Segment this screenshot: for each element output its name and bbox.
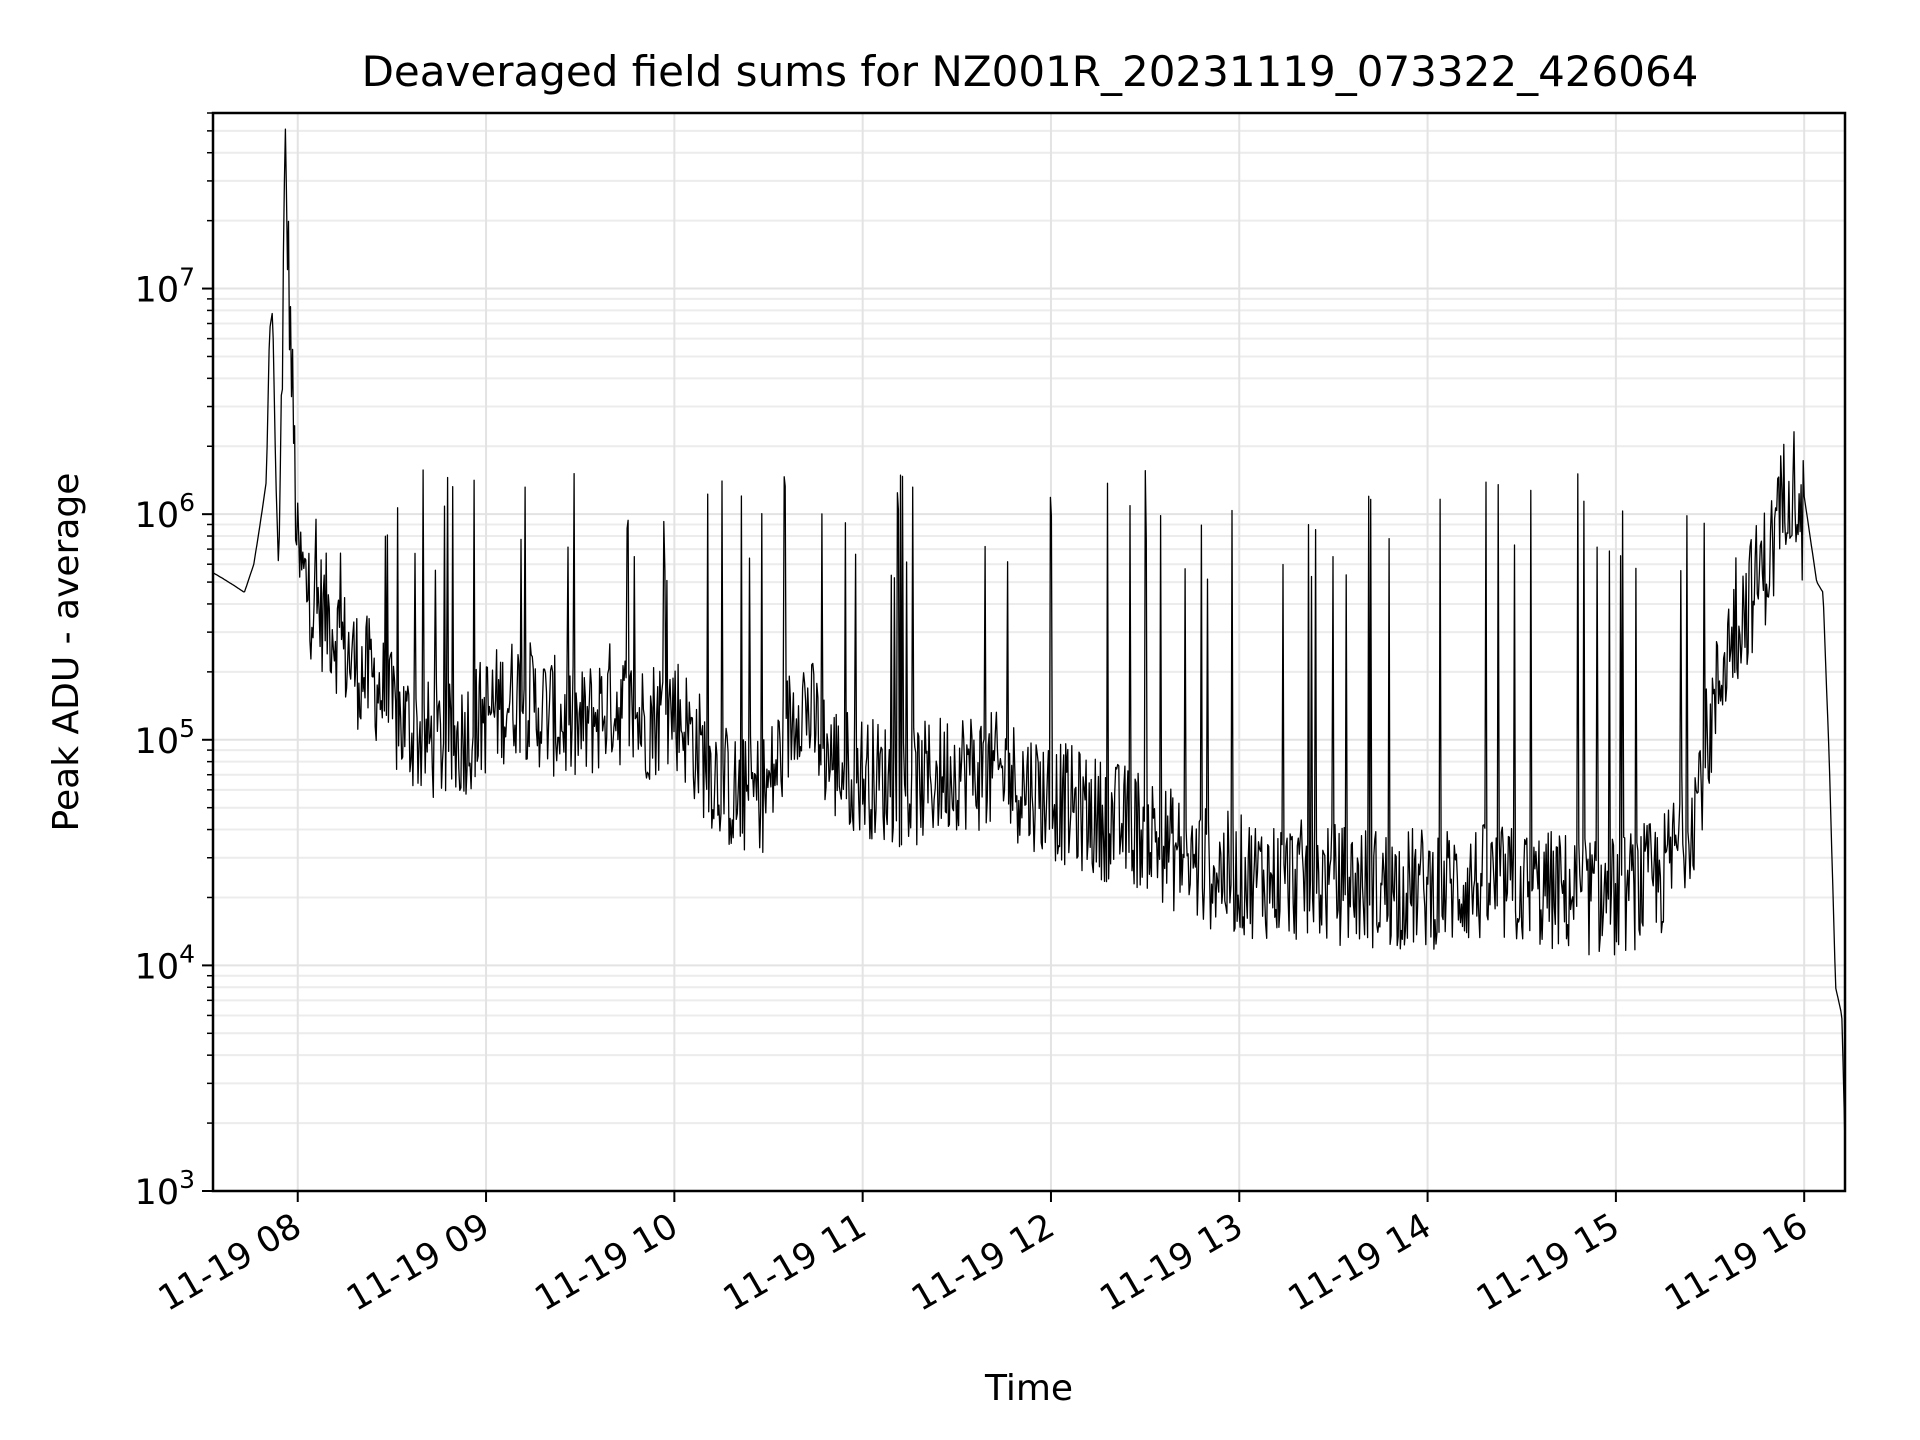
- y-tick-label: 106: [135, 488, 195, 536]
- chart-title: Deaveraged field sums for NZ001R_2023111…: [362, 47, 1699, 96]
- grid: [213, 112, 1845, 1192]
- x-tick-label: 11-19 10: [529, 1206, 685, 1319]
- x-tick-label: 11-19 16: [1658, 1206, 1814, 1319]
- y-tick-label: 103: [135, 1165, 195, 1213]
- x-tick-label: 11-19 11: [717, 1206, 873, 1319]
- plot-frame: [211, 111, 1847, 1193]
- y-tick-label: 107: [135, 263, 195, 311]
- y-tick-label: 104: [135, 939, 195, 987]
- y-tick-label: 105: [135, 714, 195, 762]
- x-tick-label: 11-19 15: [1470, 1206, 1626, 1319]
- x-axis-label: Time: [984, 1368, 1073, 1409]
- x-tick-label: 11-19 13: [1093, 1206, 1249, 1319]
- x-tick-label: 11-19 08: [152, 1206, 308, 1319]
- ticks: 103 104 105 106 107 11-19 08 11-19 09 11-19 10 1…: [135, 112, 1815, 1319]
- x-tick-label: 11-19 14: [1282, 1206, 1438, 1319]
- x-tick-label: 11-19 09: [340, 1206, 496, 1319]
- y-axis-label: Peak ADU - average: [46, 473, 87, 832]
- x-tick-label: 11-19 12: [905, 1206, 1061, 1319]
- series-line: [212, 128, 1846, 1145]
